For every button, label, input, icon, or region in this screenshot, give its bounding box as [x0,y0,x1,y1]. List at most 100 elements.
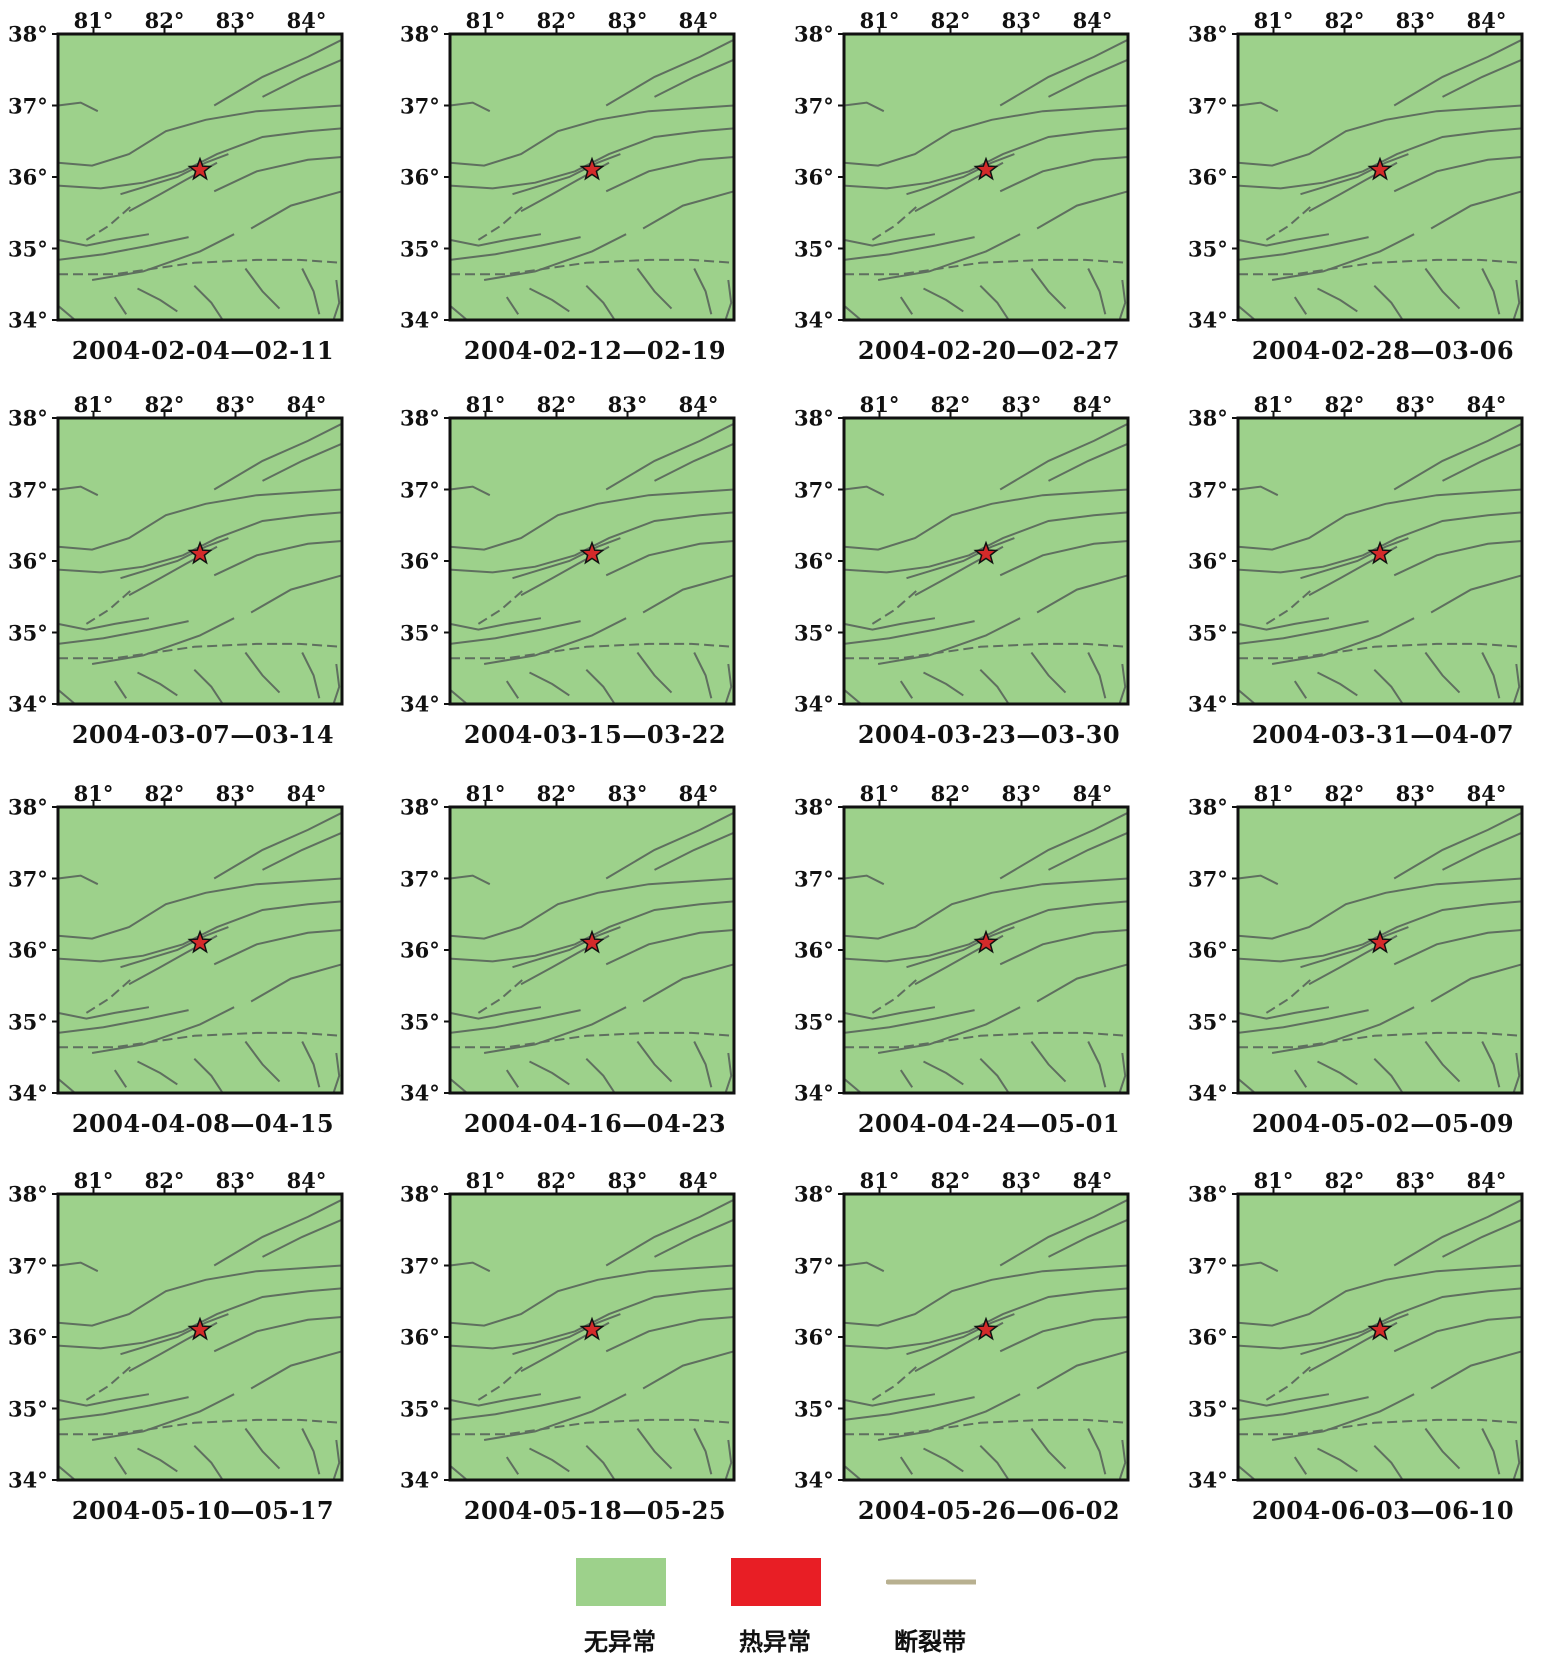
fault-line [483,1006,627,1054]
lon-tick-label: 83° [215,8,256,33]
fault-line [1237,304,1256,321]
map-frame [838,28,1130,322]
fault-line [1265,977,1313,1014]
fault-line [1237,1393,1330,1407]
fault-line [477,1364,525,1401]
lat-tick-label: 35° [8,620,48,645]
fault-line [85,588,133,625]
map-panel: 81° 82° 83° 84° 38° 37° 36° 35° 34° 2004-05-10—05… [0,1160,380,1540]
fault-line [483,233,627,281]
fault-line [449,488,735,551]
map-panel: 81° 82° 83° 84° 38° 37° 36° 35° 34° 2004-02-04—02… [0,0,380,380]
lat-tick-label: 38° [400,794,440,820]
fault-line [449,1264,735,1327]
fault-line [1118,1052,1127,1094]
lat-tick-label: 37° [8,93,48,118]
fault-line [1237,874,1279,886]
fault-line [999,540,1129,577]
fault-line [193,1444,224,1481]
lat-tick-label: 38° [400,1181,440,1207]
fault-line [262,1218,343,1258]
fault-line [262,442,343,482]
fault-line [1237,488,1523,551]
fault-line [1271,1006,1415,1054]
fault-line [57,233,150,247]
lat-tick-label: 35° [794,1009,834,1034]
lat-tick-label: 38° [1188,21,1228,47]
no-anomaly-area [58,418,342,704]
fault-line [1317,287,1358,313]
fault-line [843,101,885,113]
legend-label-fault-zone: 断裂带 [894,1627,966,1656]
fault-line [1237,233,1330,247]
lon-tick-label: 82° [536,1168,577,1193]
fault-line [1317,671,1358,697]
fault-line [1237,236,1369,261]
epicenter-star-icon [1367,1316,1393,1341]
fault-line [213,1316,343,1353]
lon-tick-label: 81° [1253,1168,1294,1193]
panel-date-caption: 2004-02-20—02-27 [857,336,1121,365]
lat-tick-label: 38° [794,794,834,820]
fault-line [57,101,99,113]
fault-line [477,588,525,625]
fault-line [213,929,343,966]
map-frame [52,1188,344,1482]
lat-tick-label: 36° [8,164,48,190]
fault-line [57,1009,189,1034]
legend-label-no-anomaly: 无异常 [584,1627,656,1656]
fault-line [449,233,542,247]
lat-tick-label: 38° [794,1181,834,1207]
fault-line [906,153,1015,196]
fault-line [693,1041,713,1088]
epicenter-star-icon [973,1316,999,1341]
fault-line [301,652,321,699]
lon-tick-label: 81° [465,8,506,33]
fault-line [193,668,224,705]
fault-line [1118,279,1127,321]
fault-line [301,268,321,315]
fault-line [871,1364,919,1401]
lon-tick-label: 84° [1466,781,1507,806]
fault-line [58,642,343,660]
fault-line [724,279,733,321]
lat-tick-label: 38° [1188,1181,1228,1207]
lon-tick-label: 83° [1001,392,1042,417]
lon-tick-label: 82° [144,781,185,806]
fault-line [844,258,1129,276]
fault-line [449,104,735,167]
lat-tick-label: 37° [8,1253,48,1278]
fault-line [57,874,99,886]
map-frame [1232,801,1524,1095]
lon-tick-label: 82° [930,781,971,806]
no-anomaly-area [450,807,734,1093]
fault-line [1118,1439,1127,1481]
fault-line [449,1396,581,1421]
fault-line [250,963,343,1003]
no-anomaly-area [58,34,342,320]
lon-tick-label: 84° [1466,1168,1507,1193]
map-panel: 81° 82° 83° 84° 38° 37° 36° 35° 34° 2004-03-31—04… [1180,384,1556,764]
fault-line [1393,1198,1523,1267]
lon-tick-label: 84° [286,392,327,417]
fault-line [693,268,713,315]
lon-tick-label: 81° [1253,392,1294,417]
fault-line [449,877,735,940]
fault-line [301,1041,321,1088]
fault-line [1030,651,1067,694]
panel-date-caption: 2004-02-04—02-11 [71,336,335,365]
lat-tick-label: 34° [1188,691,1228,717]
fault-line [1237,485,1279,497]
fault-line [605,422,735,491]
legend-item-no-anomaly: 无异常 [560,1558,680,1658]
lat-tick-label: 36° [1188,937,1228,963]
fault-line [450,1418,735,1436]
fault-line [1393,38,1523,107]
fault-line [1271,233,1415,281]
fault-line [120,153,229,196]
lat-tick-label: 35° [8,1009,48,1034]
legend-label-heat-anomaly: 热异常 [739,1627,811,1656]
map-frame [52,801,344,1095]
fault-line [1265,588,1313,625]
fault-line [244,1427,281,1470]
